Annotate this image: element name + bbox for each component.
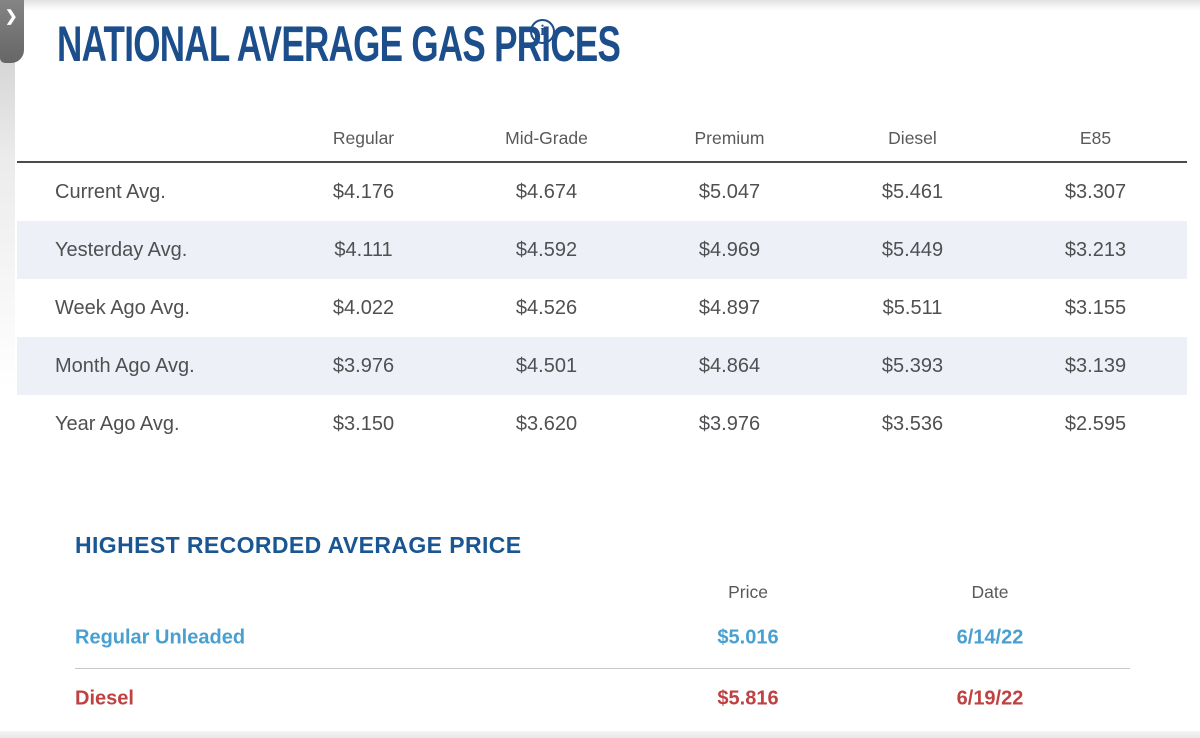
highest-row-diesel: Diesel $5.816 6/19/22	[75, 669, 1130, 729]
highest-recorded-section: HIGHEST RECORDED AVERAGE PRICE Price Dat…	[75, 532, 1130, 729]
price-cell: $3.976	[332, 354, 395, 377]
price-cell: $4.897	[698, 296, 761, 319]
bottom-edge-shade	[0, 731, 1200, 738]
top-edge-shade	[0, 0, 1200, 10]
price-cell: $3.213	[1064, 238, 1127, 261]
price-cell: $5.511	[882, 296, 943, 319]
row-label: Year Ago Avg.	[55, 412, 180, 435]
price-cell: $3.139	[1064, 354, 1127, 377]
column-header-midgrade: Mid-Grade	[505, 127, 588, 148]
price-cell: $4.022	[332, 296, 395, 319]
price-cell: $3.620	[515, 412, 578, 435]
column-header-price: Price	[728, 582, 768, 602]
price-cell: $3.536	[881, 412, 944, 435]
row-label: Current Avg.	[55, 180, 166, 203]
price-cell: $3.155	[1064, 296, 1127, 319]
price-cell: $3.976	[698, 412, 761, 435]
price-cell: $4.501	[515, 354, 578, 377]
table-row-current-avg: Current Avg. $4.176 $4.674 $5.047 $5.461…	[17, 163, 1187, 221]
page-title: NATIONAL AVERAGE GAS PRICES	[57, 16, 621, 72]
price-value: $5.016	[717, 626, 779, 649]
price-cell: $5.461	[881, 180, 944, 203]
row-label: Yesterday Avg.	[55, 238, 188, 261]
date-value: 6/14/22	[956, 626, 1024, 649]
price-cell: $4.674	[515, 180, 578, 203]
price-cell: $5.047	[698, 180, 761, 203]
collapse-panel-tab[interactable]: ❯	[0, 0, 24, 63]
price-cell: $3.150	[332, 412, 395, 435]
price-cell: $5.393	[881, 354, 944, 377]
price-cell: $4.176	[332, 180, 395, 203]
row-label: Month Ago Avg.	[55, 354, 195, 377]
row-label: Regular Unleaded	[75, 626, 246, 649]
row-label: Week Ago Avg.	[55, 296, 190, 319]
highest-header-row: Price Date	[75, 572, 1130, 608]
price-value: $5.816	[717, 687, 779, 710]
price-cell: $4.111	[334, 238, 393, 261]
price-cell: $4.969	[698, 238, 761, 261]
date-value: 6/19/22	[956, 687, 1024, 710]
price-cell: $5.449	[881, 238, 944, 261]
left-edge-shade	[0, 0, 15, 520]
row-label: Diesel	[75, 687, 134, 710]
column-header-date: Date	[971, 582, 1009, 602]
column-header-diesel: Diesel	[888, 127, 937, 148]
price-cell: $4.526	[515, 296, 578, 319]
gas-price-table: Regular Mid-Grade Premium Diesel E85 Cur…	[17, 115, 1187, 453]
chevron-right-icon: ❯	[5, 8, 18, 25]
table-row-month-ago-avg: Month Ago Avg. $3.976 $4.501 $4.864 $5.3…	[17, 337, 1187, 395]
highest-row-regular-unleaded: Regular Unleaded $5.016 6/14/22	[75, 608, 1130, 669]
column-header-regular: Regular	[332, 127, 395, 148]
price-cell: $2.595	[1064, 412, 1127, 435]
column-header-premium: Premium	[694, 127, 765, 148]
price-cell: $4.592	[515, 238, 578, 261]
info-icon[interactable]: i	[530, 19, 555, 44]
table-row-year-ago-avg: Year Ago Avg. $3.150 $3.620 $3.976 $3.53…	[17, 395, 1187, 453]
price-cell: $3.307	[1064, 180, 1127, 203]
price-cell: $4.864	[698, 354, 761, 377]
title-area: NATIONAL AVERAGE GAS PRICES	[57, 16, 862, 72]
table-header-row: Regular Mid-Grade Premium Diesel E85	[17, 115, 1187, 163]
table-row-yesterday-avg: Yesterday Avg. $4.111 $4.592 $4.969 $5.4…	[17, 221, 1187, 279]
table-row-week-ago-avg: Week Ago Avg. $4.022 $4.526 $4.897 $5.51…	[17, 279, 1187, 337]
column-header-e85: E85	[1079, 127, 1112, 148]
section-heading: HIGHEST RECORDED AVERAGE PRICE	[75, 532, 522, 558]
